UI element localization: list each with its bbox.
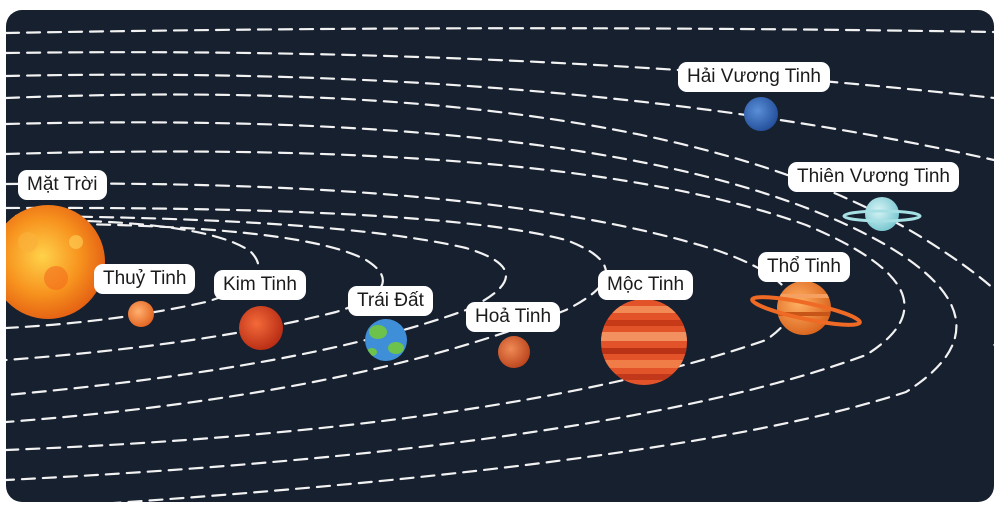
- sun-icon: [6, 205, 105, 319]
- mars-label: Hoả Tinh: [466, 302, 561, 332]
- saturn-icon: [750, 281, 862, 335]
- venus-icon: [239, 306, 283, 350]
- neptune-icon: [744, 97, 778, 131]
- jupiter-icon: [601, 299, 687, 385]
- uranus-label: Thiên Vương Tinh: [788, 162, 959, 192]
- jupiter-label: Mộc Tinh: [598, 270, 694, 300]
- mars-icon: [498, 336, 530, 368]
- mercury-icon: [128, 301, 154, 327]
- solar-system-svg: [6, 27, 994, 502]
- saturn-label: Thổ Tinh: [758, 252, 850, 282]
- mercury-label: Thuỷ Tinh: [94, 264, 196, 294]
- earth-icon: [365, 319, 407, 361]
- sun-label: Mặt Trời: [18, 170, 107, 200]
- solar-system-diagram: Mặt Trời Thuỷ Tinh Kim Tinh Trái Đất Hoả…: [6, 10, 994, 502]
- uranus-icon: [842, 197, 922, 231]
- neptune-label: Hải Vương Tinh: [678, 62, 830, 92]
- earth-label: Trái Đất: [348, 286, 433, 316]
- venus-label: Kim Tinh: [214, 270, 306, 300]
